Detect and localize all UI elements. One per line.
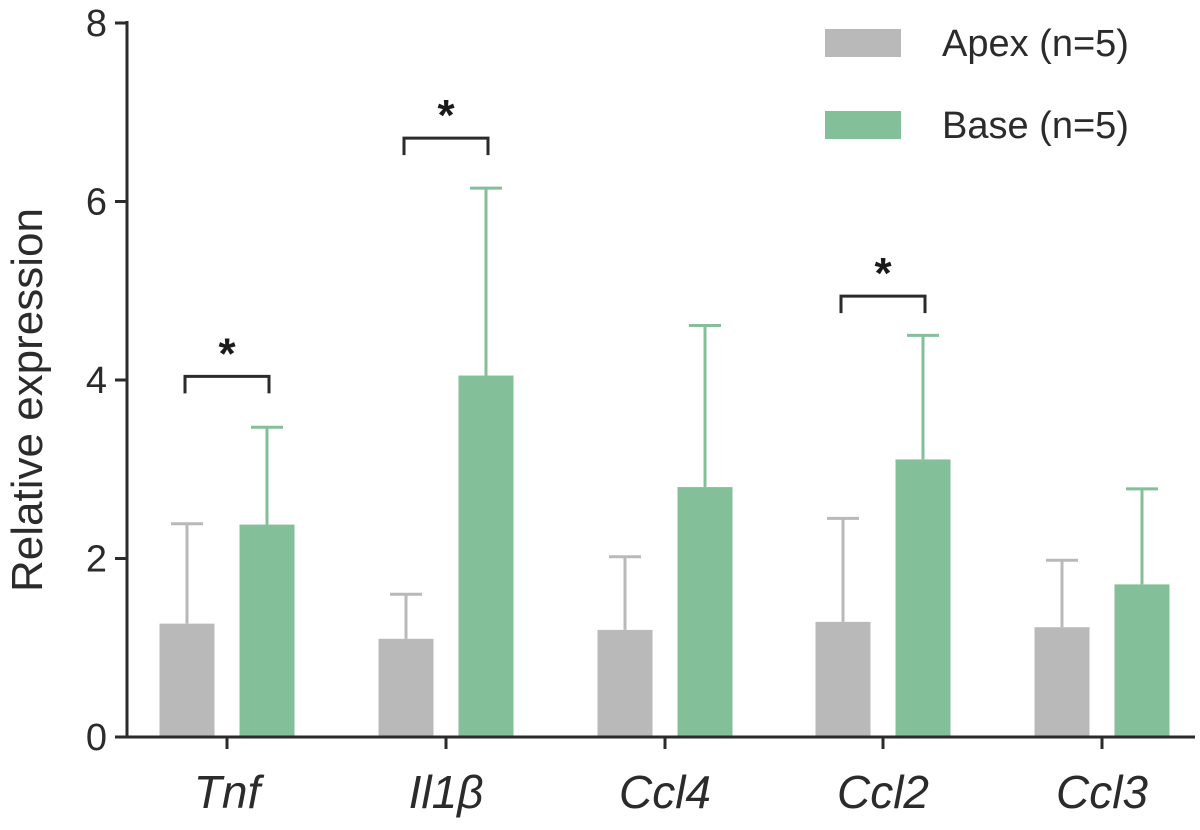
x-tick-label: Tnf [194,766,265,818]
x-tick-label: Il1β [409,766,484,818]
significance-bracket [839,294,927,314]
x-tick-label: Ccl2 [837,766,929,818]
bar-apex [597,629,653,737]
bar-apex [815,621,871,737]
significance-star: * [437,91,455,140]
y-tick-label: 2 [86,539,107,581]
y-tick-label: 6 [86,182,107,224]
significance-star: * [874,249,892,298]
significance-bracket [183,374,271,394]
legend-swatch [825,111,901,139]
significance-annotations: * * * [183,91,927,394]
bar-base [1114,584,1170,737]
bar-base [677,487,733,737]
significance-star: * [218,329,236,378]
y-tick-label: 8 [86,3,107,45]
legend: Apex (n=5) Base (n=5) [825,23,1129,147]
y-axis: 0 2 4 6 8 [86,3,129,759]
legend-label: Apex (n=5) [942,23,1129,65]
legend-swatch [825,29,901,57]
y-axis-label: Relative expression [3,208,52,592]
bar-apex [1034,627,1090,737]
plot-area [159,186,1170,737]
bar-apex [378,638,434,737]
legend-label: Base (n=5) [942,105,1129,147]
significance-bracket [402,136,490,156]
y-tick-label: 4 [86,360,107,402]
bar-apex [159,623,215,737]
x-tick-label: Ccl3 [1056,766,1148,818]
bar-base [239,524,295,737]
bar-base [458,375,514,737]
x-axis: Tnf Il1β Ccl4 Ccl2 Ccl3 [127,735,1195,818]
y-tick-label: 0 [86,717,107,759]
bar-base [895,459,951,737]
x-tick-label: Ccl4 [619,766,711,818]
